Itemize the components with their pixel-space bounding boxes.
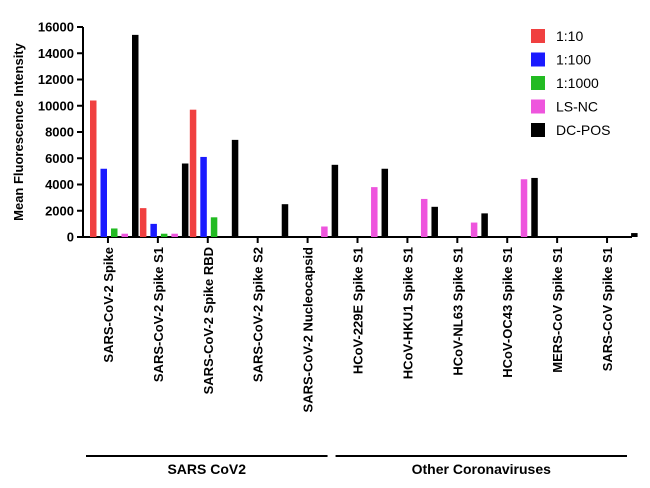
category-groups: SARS CoV2 Other Coronaviruses xyxy=(86,455,627,477)
legend-swatch xyxy=(531,29,545,43)
y-tick-label: 8000 xyxy=(45,125,74,140)
x-tick-label: SARS-CoV Spike S1 xyxy=(600,247,615,371)
bar xyxy=(121,233,128,237)
legend-swatch xyxy=(531,52,545,67)
bar xyxy=(210,217,218,237)
legend-label: 1:100 xyxy=(556,52,591,68)
bar xyxy=(331,164,339,237)
legend-swatch xyxy=(531,99,545,114)
bar xyxy=(181,163,189,237)
bar xyxy=(160,233,168,237)
bar xyxy=(431,206,438,237)
y-tick-label: 16000 xyxy=(38,20,74,35)
x-tick-label: SARS-CoV-2 Spike xyxy=(101,247,116,363)
y-tick-label: 12000 xyxy=(38,72,74,87)
axes: 0 2000 4000 6000 8000 10000 12000 14000 16000 Mea… xyxy=(11,20,632,412)
bar xyxy=(420,198,428,237)
bar xyxy=(200,156,207,237)
y-axis-title: Mean Fluorescence Intensity xyxy=(11,42,26,220)
bar xyxy=(90,100,97,237)
legend: 1:10 1:100 1:1000 LS-NC DC-POS xyxy=(531,28,610,138)
x-tick-label: SARS-CoV-2 Spike S1 xyxy=(151,247,166,382)
legend-label: DC-POS xyxy=(556,122,610,138)
bar xyxy=(520,179,528,237)
bar xyxy=(321,226,328,237)
y-tick-label: 0 xyxy=(67,230,74,245)
bar xyxy=(371,187,378,237)
bar xyxy=(631,233,638,237)
legend-label: LS-NC xyxy=(556,99,598,115)
bar xyxy=(111,228,118,237)
y-tick-label: 10000 xyxy=(38,98,74,113)
x-tick-label: SARS-CoV-2 Spike S2 xyxy=(251,247,266,382)
y-tick-label: 4000 xyxy=(45,177,74,192)
group-label: SARS CoV2 xyxy=(167,461,246,477)
x-tick-label: HCoV-OC43 Spike S1 xyxy=(500,247,515,378)
bar xyxy=(171,233,178,237)
bar xyxy=(132,34,139,237)
bar xyxy=(281,204,289,237)
bar xyxy=(231,139,239,237)
bar xyxy=(189,109,197,237)
x-tick-label: HCoV-229E Spike S1 xyxy=(351,247,366,374)
bars xyxy=(90,34,638,237)
x-tick-label: HCoV-NL63 Spike S1 xyxy=(450,247,465,376)
y-tick-label: 2000 xyxy=(45,203,74,218)
y-tick-label: 14000 xyxy=(38,46,74,61)
bar xyxy=(381,168,389,237)
bar xyxy=(470,222,478,237)
legend-label: 1:10 xyxy=(556,28,583,44)
bar xyxy=(150,223,157,237)
bar xyxy=(531,177,538,237)
x-tick-label: HCoV-HKU1 Spike S1 xyxy=(400,247,415,379)
legend-swatch xyxy=(531,123,545,137)
group-label: Other Coronaviruses xyxy=(412,461,551,477)
x-tick-label: SARS-CoV-2 Spike RBD xyxy=(201,247,216,394)
bar xyxy=(139,208,147,237)
y-tick-label: 6000 xyxy=(45,151,74,166)
bar xyxy=(100,168,107,237)
legend-swatch xyxy=(531,76,545,90)
x-tick-label: SARS-CoV-2 Nucleocapsid xyxy=(301,247,316,412)
bar xyxy=(481,213,488,237)
legend-label: 1:1000 xyxy=(556,75,599,91)
x-tick-label: MERS-CoV Spike S1 xyxy=(550,247,565,373)
